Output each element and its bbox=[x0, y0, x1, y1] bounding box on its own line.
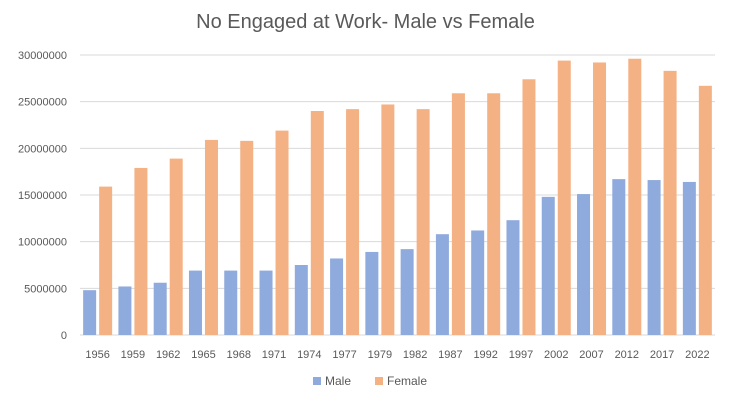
bar-female-1971 bbox=[275, 130, 289, 335]
y-tick-label: 5000000 bbox=[24, 283, 67, 295]
bar-female-1997 bbox=[522, 79, 536, 336]
x-tick-label: 1982 bbox=[403, 349, 427, 361]
y-tick-label: 0 bbox=[61, 330, 67, 342]
x-tick-label: 1997 bbox=[509, 349, 533, 361]
x-tick-label: 1962 bbox=[156, 349, 180, 361]
bar-male-1965 bbox=[188, 270, 202, 335]
bar-male-1979 bbox=[365, 251, 379, 335]
bar-female-1959 bbox=[134, 167, 148, 335]
bar-female-1956 bbox=[99, 186, 113, 335]
bar-male-1977 bbox=[330, 258, 344, 335]
bar-male-2022 bbox=[682, 181, 696, 335]
x-tick-label: 1987 bbox=[438, 349, 462, 361]
x-tick-label: 1992 bbox=[473, 349, 497, 361]
bar-female-2017 bbox=[663, 70, 677, 335]
y-tick-label: 30000000 bbox=[18, 50, 67, 62]
bar-female-1982 bbox=[416, 109, 430, 335]
x-tick-label: 1965 bbox=[191, 349, 215, 361]
bar-female-2012 bbox=[628, 58, 642, 335]
bar-male-1987 bbox=[435, 234, 449, 335]
x-tick-label: 1971 bbox=[262, 349, 286, 361]
x-tick-label: 2017 bbox=[650, 349, 674, 361]
bar-female-2007 bbox=[593, 62, 607, 335]
y-tick-label: 10000000 bbox=[18, 237, 67, 249]
bar-female-2002 bbox=[557, 60, 571, 335]
bar-male-1956 bbox=[83, 290, 97, 335]
bars bbox=[83, 58, 712, 336]
bar-female-1977 bbox=[346, 109, 360, 335]
x-tick-label: 1974 bbox=[297, 349, 321, 361]
x-tick-label: 1977 bbox=[332, 349, 356, 361]
bar-male-1971 bbox=[259, 270, 273, 335]
bar-male-1992 bbox=[471, 230, 485, 335]
legend-label-female: Female bbox=[387, 374, 427, 388]
bar-female-1965 bbox=[204, 139, 218, 335]
bar-male-1968 bbox=[224, 270, 238, 335]
bar-female-1992 bbox=[487, 93, 501, 336]
legend-swatch-female bbox=[375, 377, 383, 385]
x-axis-ticks: 1956 1959 1962 1965 1968 1971 1974 1977 1979 1982… bbox=[85, 349, 709, 361]
gridlines bbox=[80, 54, 715, 336]
x-tick-label: 1959 bbox=[121, 349, 145, 361]
bar-female-2022 bbox=[698, 85, 712, 335]
y-tick-label: 15000000 bbox=[18, 190, 67, 202]
bar-female-1968 bbox=[240, 140, 254, 335]
bar-male-1959 bbox=[118, 286, 132, 335]
x-tick-label: 2002 bbox=[544, 349, 568, 361]
x-tick-label: 1956 bbox=[85, 349, 109, 361]
bar-female-1974 bbox=[310, 111, 324, 335]
bar-female-1979 bbox=[381, 104, 395, 335]
bar-male-1974 bbox=[294, 265, 308, 335]
bar-male-1982 bbox=[400, 249, 414, 335]
bar-male-1997 bbox=[506, 220, 520, 335]
legend-swatch-male bbox=[313, 377, 321, 385]
x-tick-label: 2022 bbox=[685, 349, 709, 361]
x-tick-label: 1979 bbox=[368, 349, 392, 361]
x-tick-label: 2007 bbox=[579, 349, 603, 361]
bar-male-2017 bbox=[647, 180, 661, 335]
y-tick-label: 25000000 bbox=[18, 97, 67, 109]
bar-male-2002 bbox=[541, 196, 555, 335]
bar-female-1962 bbox=[169, 158, 183, 335]
bar-male-1962 bbox=[153, 282, 167, 335]
x-tick-label: 2012 bbox=[615, 349, 639, 361]
y-tick-label: 20000000 bbox=[18, 143, 67, 155]
legend: Male Female bbox=[313, 374, 427, 388]
bar-female-1987 bbox=[451, 93, 465, 336]
x-tick-label: 1968 bbox=[227, 349, 251, 361]
bar-male-2007 bbox=[577, 194, 591, 335]
y-axis-ticks: 0 5000000 10000000 15000000 20000000 25000000… bbox=[18, 50, 67, 342]
chart-title: No Engaged at Work- Male vs Female bbox=[196, 11, 535, 33]
bar-male-2012 bbox=[612, 179, 626, 335]
legend-label-male: Male bbox=[325, 374, 351, 388]
